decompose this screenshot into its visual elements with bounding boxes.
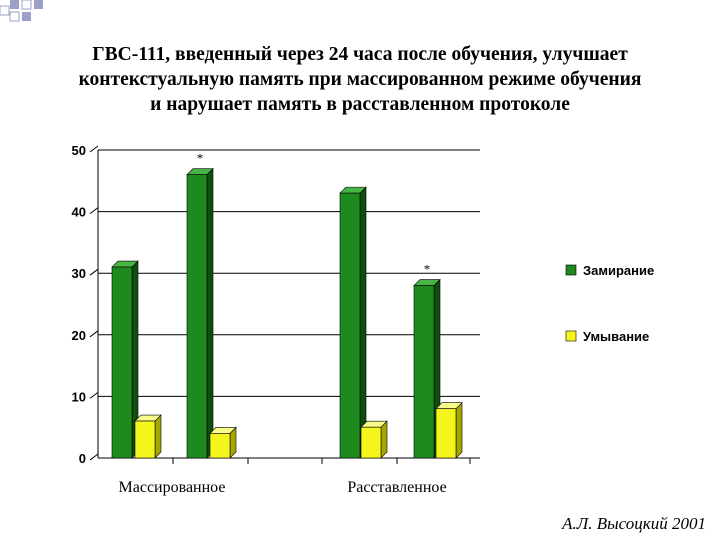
x-category-label: Расставленное [347, 479, 446, 496]
y-tick-mark [89, 391, 99, 399]
bar-washing [435, 408, 457, 459]
y-tick-label: 10 [72, 389, 86, 404]
bar-washing-side [455, 401, 463, 459]
title-line-1: ГВС-111, введенный через 24 часа после о… [92, 44, 628, 65]
bar-freezing [111, 266, 133, 459]
title-line-2: контекстуальную память при массированном… [78, 69, 642, 90]
bar-freezing [186, 174, 208, 459]
bar-freezing [339, 192, 361, 459]
bar-washing [209, 433, 231, 459]
legend-swatch [565, 264, 577, 276]
bar-washing [134, 420, 156, 459]
y-tick-label: 40 [72, 205, 86, 220]
corner-decoration [0, 0, 43, 22]
y-tick-mark [89, 207, 99, 215]
author-credit: А.Л. Высоцкий 2001 [562, 514, 706, 533]
y-tick-label: 50 [72, 143, 86, 158]
y-tick-label: 30 [72, 266, 86, 281]
legend-swatch [565, 330, 577, 342]
y-tick-label: 0 [79, 451, 86, 466]
legend-label: Умывание [583, 329, 649, 344]
y-tick-mark [89, 145, 99, 153]
x-category-label: Массированное [119, 479, 226, 496]
y-tick-mark [89, 453, 99, 461]
y-tick-mark [89, 330, 99, 338]
bar-freezing [413, 285, 435, 459]
bar-freezing-side [206, 167, 214, 459]
bar-freezing-side [359, 186, 367, 459]
title-line-3: и нарушает память в расставленном проток… [150, 94, 570, 115]
page-title: ГВС-111, введенный через 24 часа после о… [10, 42, 710, 117]
bar-washing-side [154, 414, 162, 459]
bar-washing [360, 426, 382, 459]
significance-marker: * [424, 262, 431, 277]
legend-label: Замирание [583, 263, 654, 278]
significance-marker: * [197, 151, 204, 166]
y-tick-label: 20 [72, 328, 86, 343]
y-tick-mark [89, 268, 99, 276]
